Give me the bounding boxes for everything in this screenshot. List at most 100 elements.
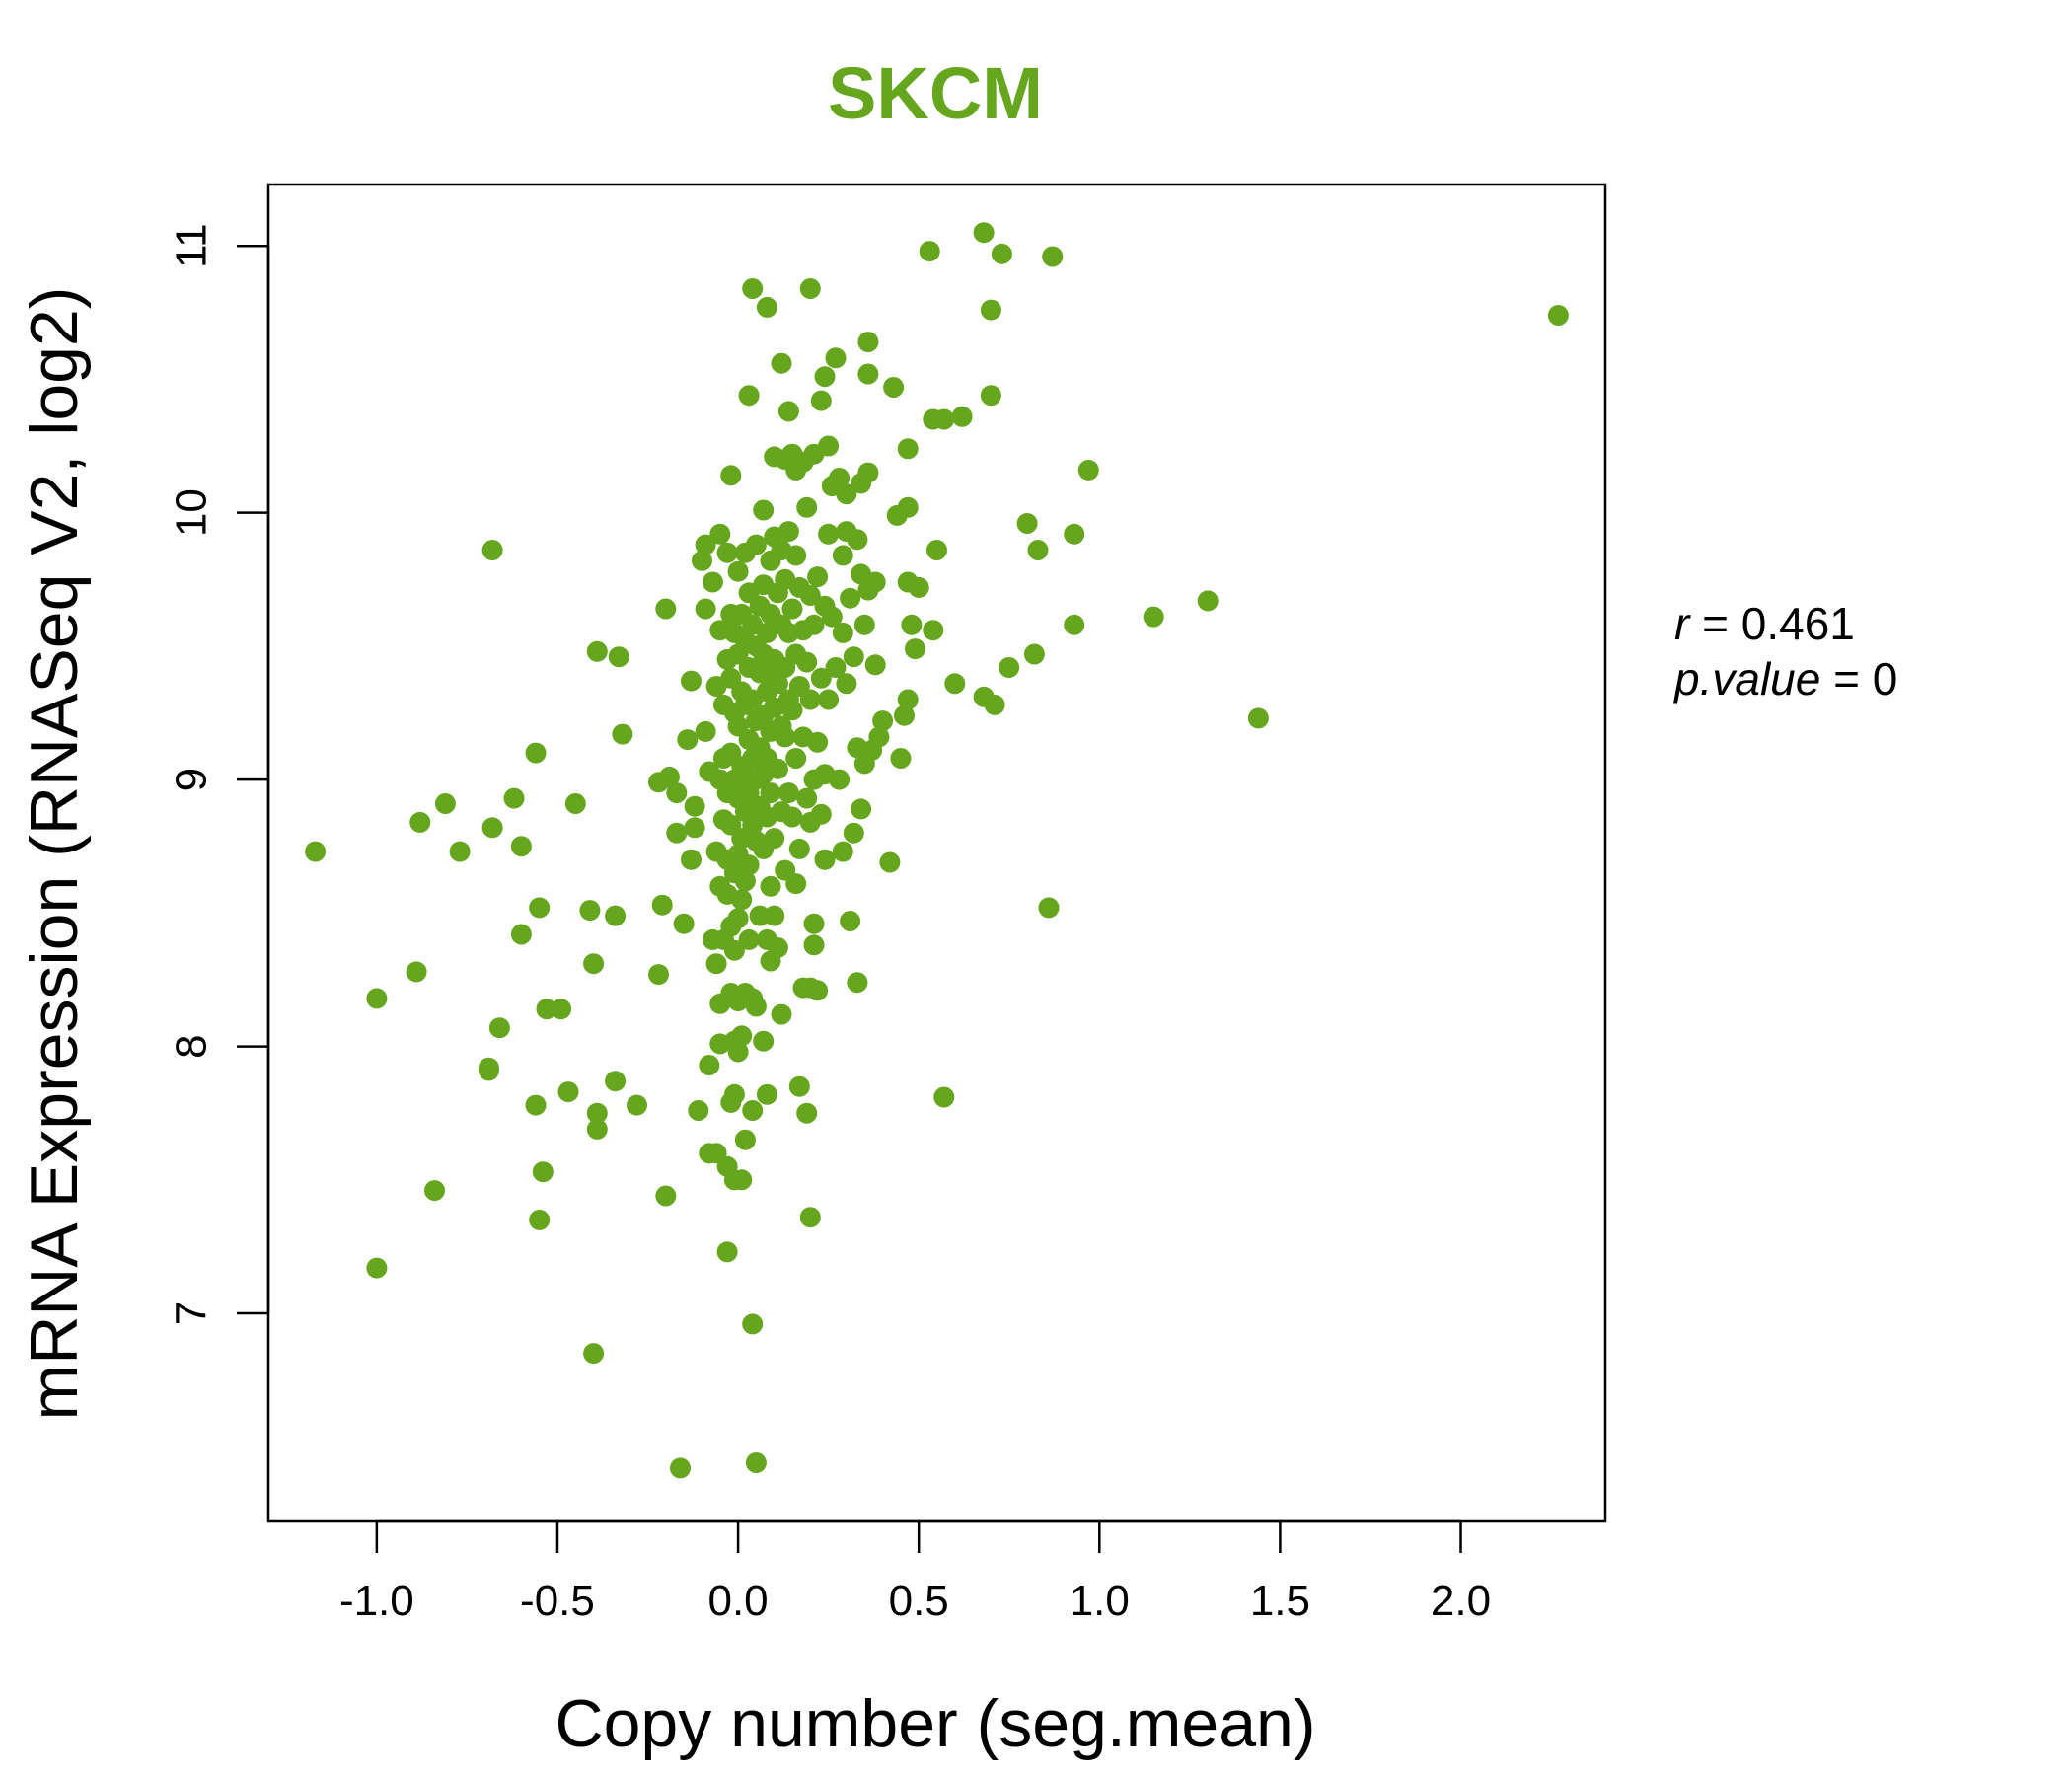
data-point bbox=[847, 529, 868, 551]
data-point bbox=[825, 347, 847, 369]
data-point bbox=[810, 803, 832, 825]
r-value: 0.461 bbox=[1741, 598, 1855, 649]
data-point bbox=[753, 1030, 775, 1052]
data-point bbox=[727, 560, 749, 582]
data-point bbox=[980, 299, 1001, 321]
data-point bbox=[832, 545, 853, 566]
data-point bbox=[1143, 606, 1164, 628]
data-point bbox=[529, 897, 551, 919]
y-tick-label: 9 bbox=[168, 768, 216, 791]
data-point bbox=[1064, 614, 1085, 635]
data-point bbox=[767, 937, 788, 958]
data-point bbox=[864, 654, 886, 676]
data-point bbox=[1064, 523, 1085, 545]
data-point bbox=[796, 651, 818, 673]
data-point bbox=[872, 710, 894, 732]
data-point bbox=[788, 1075, 810, 1097]
data-point bbox=[655, 1185, 677, 1207]
data-point bbox=[894, 704, 915, 726]
data-point bbox=[424, 1180, 445, 1202]
p-label: p.value bbox=[1672, 653, 1820, 704]
data-point bbox=[586, 1118, 608, 1140]
data-point bbox=[799, 585, 821, 606]
p-equals: = bbox=[1820, 653, 1872, 704]
data-point bbox=[803, 614, 825, 635]
data-point bbox=[716, 542, 738, 563]
data-point bbox=[586, 640, 608, 662]
data-point bbox=[648, 964, 669, 986]
data-point bbox=[944, 673, 966, 695]
data-point bbox=[847, 972, 868, 994]
data-point bbox=[366, 988, 388, 1009]
data-point bbox=[734, 870, 756, 892]
data-point bbox=[771, 1003, 792, 1025]
data-point bbox=[551, 999, 572, 1020]
data-point bbox=[857, 363, 879, 385]
data-point bbox=[738, 928, 760, 950]
data-point bbox=[681, 849, 702, 870]
data-point bbox=[702, 571, 723, 593]
data-point bbox=[612, 723, 633, 745]
data-point bbox=[670, 1457, 691, 1479]
correlation-stats: r = 0.461 p.value = 0 bbox=[1672, 598, 1897, 704]
data-point bbox=[536, 999, 557, 1020]
x-tick-label: -1.0 bbox=[339, 1577, 414, 1625]
data-point bbox=[840, 911, 861, 931]
data-point bbox=[829, 468, 851, 488]
data-point bbox=[745, 996, 767, 1017]
data-point bbox=[705, 953, 727, 975]
data-point bbox=[695, 720, 716, 742]
data-point bbox=[583, 953, 605, 975]
data-point bbox=[799, 689, 821, 710]
data-point bbox=[749, 905, 771, 926]
data-point bbox=[695, 534, 716, 555]
y-tick-label: 10 bbox=[168, 488, 216, 537]
data-point bbox=[1038, 897, 1060, 919]
data-point bbox=[767, 758, 788, 779]
data-point bbox=[1197, 590, 1219, 612]
data-point bbox=[666, 822, 688, 844]
data-point bbox=[738, 854, 760, 876]
data-point bbox=[583, 1343, 605, 1365]
data-points bbox=[305, 222, 1569, 1479]
data-point bbox=[923, 620, 944, 641]
data-point bbox=[756, 1083, 777, 1105]
data-point bbox=[1023, 643, 1045, 665]
data-point bbox=[692, 550, 712, 571]
data-point bbox=[586, 1102, 608, 1124]
x-tick-label: 2.0 bbox=[1431, 1577, 1491, 1625]
x-tick-label: 0.0 bbox=[707, 1577, 768, 1625]
x-tick-label: 0.5 bbox=[889, 1577, 949, 1625]
data-point bbox=[742, 1100, 764, 1121]
data-point bbox=[666, 782, 688, 804]
data-point bbox=[897, 438, 919, 460]
data-point bbox=[821, 606, 843, 628]
data-point bbox=[785, 545, 807, 566]
data-point bbox=[409, 811, 431, 833]
data-point bbox=[655, 598, 677, 620]
data-point bbox=[745, 1452, 767, 1473]
data-point bbox=[857, 462, 879, 483]
data-point bbox=[771, 352, 792, 374]
data-point bbox=[727, 908, 749, 929]
data-point bbox=[753, 499, 775, 521]
data-point bbox=[481, 540, 503, 560]
data-point bbox=[803, 913, 825, 934]
data-point bbox=[699, 1055, 720, 1075]
chart-title: SKCM bbox=[828, 52, 1043, 134]
data-point bbox=[991, 243, 1012, 264]
data-point bbox=[756, 296, 777, 318]
data-point bbox=[503, 787, 525, 809]
data-point bbox=[901, 614, 923, 635]
data-point bbox=[951, 406, 973, 427]
x-axis-label: Copy number (seg.mean) bbox=[555, 1686, 1315, 1761]
data-point bbox=[807, 980, 829, 1001]
r-stat: r = 0.461 bbox=[1674, 598, 1855, 649]
data-point bbox=[727, 1041, 749, 1063]
data-point bbox=[897, 689, 919, 710]
data-point bbox=[684, 795, 705, 817]
data-point bbox=[777, 401, 799, 422]
data-point bbox=[843, 822, 864, 844]
data-point bbox=[760, 782, 781, 804]
